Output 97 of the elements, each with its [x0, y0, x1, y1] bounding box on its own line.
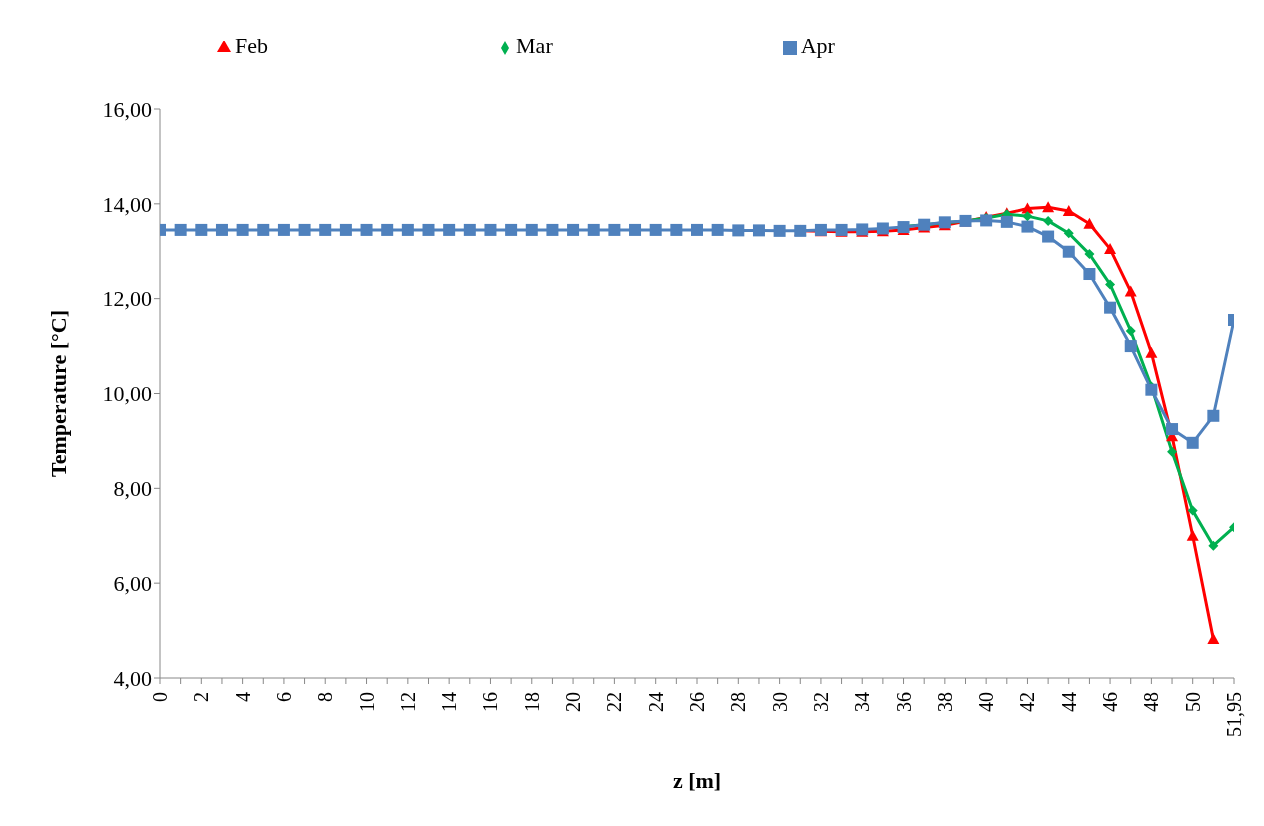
- point: [381, 223, 394, 236]
- point: [277, 223, 290, 236]
- point: [1083, 217, 1096, 229]
- point: [1207, 409, 1220, 422]
- point: [1186, 436, 1199, 449]
- point: [236, 223, 249, 236]
- point: [1022, 211, 1033, 222]
- point: [401, 223, 414, 236]
- point: [1063, 228, 1074, 239]
- point: [752, 224, 765, 237]
- x-tick-label: 14: [438, 692, 461, 712]
- point: [1208, 540, 1219, 551]
- x-tick-label: 22: [603, 692, 626, 712]
- point: [360, 223, 373, 236]
- point: [1186, 529, 1199, 541]
- point: [1167, 446, 1178, 457]
- x-tick-label: 44: [1057, 692, 1080, 712]
- point: [773, 224, 786, 237]
- x-tick-label: 12: [396, 692, 419, 712]
- x-tick-label: 30: [768, 692, 791, 712]
- x-tick-label: 6: [272, 692, 295, 702]
- legend-label: Mar: [516, 33, 553, 58]
- point: [319, 223, 332, 236]
- point: [1084, 249, 1095, 260]
- point: [1145, 383, 1158, 396]
- legend-label: Feb: [235, 33, 269, 58]
- y-tick-label: 12,00: [102, 286, 152, 312]
- point: [525, 223, 538, 236]
- point: [1062, 204, 1075, 216]
- point: [1187, 505, 1198, 516]
- point: [670, 223, 683, 236]
- x-tick-label: 32: [809, 692, 832, 712]
- point: [174, 223, 187, 236]
- point: [567, 223, 580, 236]
- x-tick-label: 20: [562, 692, 585, 712]
- point: [1105, 279, 1116, 290]
- y-tick-label: 4,00: [113, 665, 152, 691]
- point: [1166, 423, 1179, 436]
- point: [691, 223, 703, 236]
- point: [546, 223, 559, 236]
- point: [1062, 245, 1075, 258]
- y-axis-title: Temperature [°C]: [45, 309, 71, 478]
- point: [629, 223, 642, 236]
- x-tick-label: 36: [892, 692, 915, 712]
- point: [463, 223, 476, 236]
- point: [1207, 633, 1220, 645]
- x-tick-label: 16: [479, 692, 502, 712]
- point: [195, 223, 208, 236]
- point: [649, 223, 662, 236]
- point: [484, 223, 497, 236]
- point: [732, 224, 745, 237]
- point: [505, 223, 518, 236]
- point: [339, 223, 352, 236]
- x-tick-label: 50: [1181, 692, 1204, 712]
- point: [608, 223, 621, 236]
- x-tick-label: 0: [149, 692, 171, 702]
- point: [1043, 215, 1054, 226]
- point: [711, 223, 724, 236]
- y-tick-label: 8,00: [113, 476, 152, 502]
- x-tick-label: 26: [686, 692, 708, 712]
- legend-label: Apr: [800, 33, 835, 58]
- point: [298, 223, 311, 236]
- point: [1145, 346, 1158, 358]
- x-tick-label: 24: [644, 692, 667, 712]
- y-tick-label: 6,00: [113, 570, 152, 596]
- point: [1104, 301, 1117, 314]
- x-tick-label: 2: [190, 692, 213, 702]
- x-tick-label: 46: [1099, 692, 1122, 712]
- point: [422, 223, 435, 236]
- point: [1042, 201, 1055, 213]
- x-tick-label: 38: [933, 692, 956, 712]
- point: [1021, 220, 1034, 233]
- x-tick-label: 40: [975, 692, 998, 712]
- point: [1000, 215, 1013, 228]
- point: [1042, 230, 1055, 243]
- x-tick-label: 42: [1016, 692, 1039, 712]
- x-tick-label: 8: [314, 692, 337, 702]
- point: [257, 223, 270, 236]
- x-axis-title: z [m]: [672, 768, 722, 793]
- point: [1083, 268, 1096, 281]
- point: [215, 223, 228, 236]
- x-tick-label: 51,95: [1223, 692, 1245, 737]
- point: [1124, 340, 1137, 353]
- point: [1125, 325, 1136, 336]
- x-tick-label: 48: [1140, 692, 1163, 712]
- point: [587, 223, 600, 236]
- point: [1124, 285, 1137, 297]
- x-tick-label: 28: [727, 692, 750, 712]
- y-tick-label: 14,00: [102, 191, 152, 217]
- x-tick-label: 34: [851, 692, 874, 712]
- y-tick-label: 16,00: [102, 96, 152, 122]
- x-tick-label: 18: [520, 692, 543, 712]
- point: [443, 223, 456, 236]
- y-tick-label: 10,00: [102, 381, 152, 407]
- x-tick-label: 10: [355, 692, 378, 712]
- point: [1104, 242, 1117, 254]
- x-tick-label: 4: [231, 692, 254, 702]
